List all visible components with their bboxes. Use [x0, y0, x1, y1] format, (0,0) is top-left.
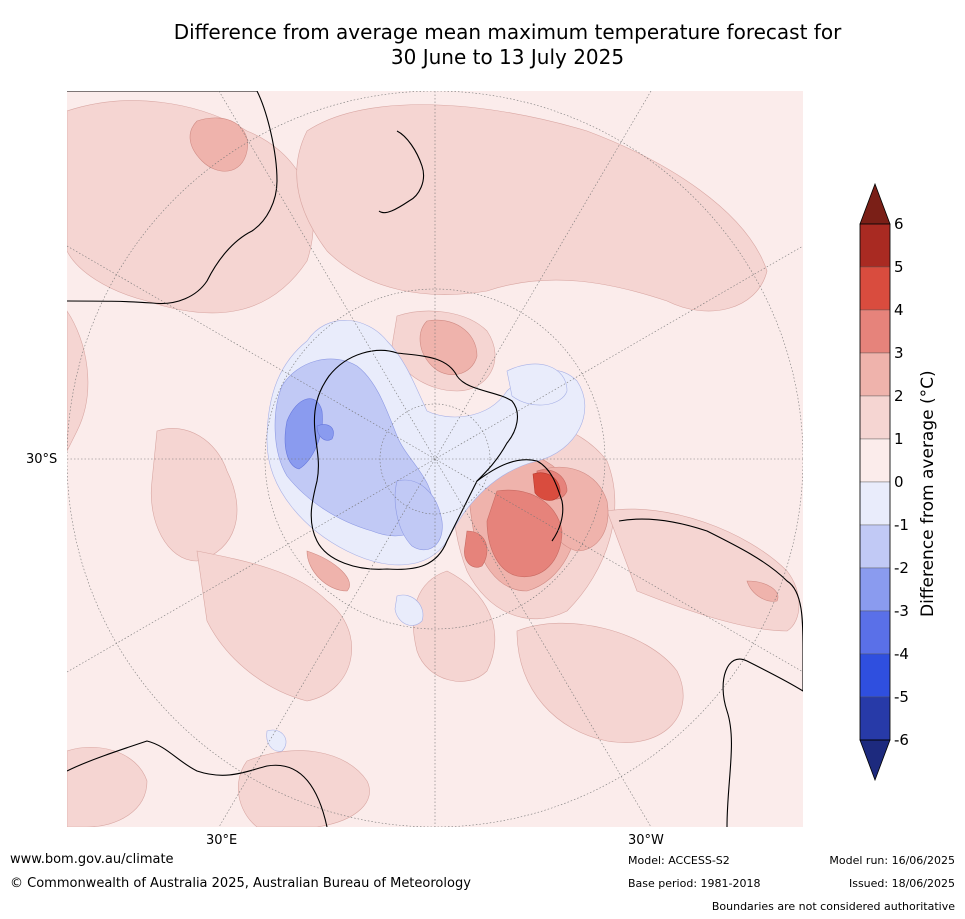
colorbar-label: Difference from average (°C): [918, 370, 938, 617]
colorbar-arrow-top: [859, 182, 891, 225]
footer-copyright: © Commonwealth of Australia 2025, Austra…: [10, 876, 471, 891]
colorbar-tick-label: 5: [894, 258, 904, 276]
anomaly-region-plus4-plus5: [532, 472, 561, 501]
footer-model-run: Model run: 16/06/2025: [829, 854, 955, 867]
colorbar-segment: [859, 567, 891, 612]
colorbar-segment: [859, 266, 891, 311]
colorbar-tick-label: 0: [894, 473, 904, 491]
land-outlines: [67, 91, 803, 827]
colorbar-segment: [859, 610, 891, 655]
longitude-label-30e: 30°E: [206, 833, 238, 848]
colorbar-tick-label: 2: [894, 387, 904, 405]
colorbar-outline: [859, 223, 891, 741]
colorbar-arrow-bottom: [859, 739, 891, 782]
colorbar-tick-label: -5: [894, 688, 909, 706]
colorbar-segment: [859, 223, 891, 268]
colorbar-tick-label: 6: [894, 215, 904, 233]
africa-coastline: [67, 91, 278, 305]
new-zealand-coastline: [378, 130, 425, 214]
graticule: [67, 91, 803, 827]
longitude-label-30w: 30°W: [628, 833, 664, 848]
temperature-anomaly-map: [67, 91, 803, 827]
antarctica-coastline: [310, 349, 518, 570]
colorbar-tick-label: 4: [894, 301, 904, 319]
title-line-1: Difference from average mean maximum tem…: [173, 20, 842, 44]
colorbar-tick-label: -1: [894, 516, 909, 534]
colorbar: 6 5 4 3 2 1 0 -1 -2 -3 -4 -5 -6: [859, 182, 909, 782]
colorbar-segment: [859, 524, 891, 569]
colorbar-tick-label: -4: [894, 645, 909, 663]
footer-issued: Issued: 18/06/2025: [848, 877, 955, 890]
australia-coastline: [67, 740, 328, 827]
antarctic-peninsula: [476, 459, 564, 542]
colorbar-segment: [859, 696, 891, 741]
colorbar-segment: [859, 309, 891, 354]
footer-disclaimer: Boundaries are not considered authoritat…: [711, 900, 955, 913]
colorbar-segment: [859, 395, 891, 440]
colorbar-tick-label: 1: [894, 430, 904, 448]
south-america-coastline: [618, 518, 803, 827]
colorbar-tick-label: -2: [894, 559, 909, 577]
footer-website[interactable]: www.bom.gov.au/climate: [10, 852, 174, 867]
colorbar-segment: [859, 653, 891, 698]
map-title: Difference from average mean maximum tem…: [60, 20, 955, 70]
footer-base-period: Base period: 1981-2018: [628, 877, 761, 890]
footer-model: Model: ACCESS-S2: [628, 854, 730, 867]
colorbar-tick-label: 3: [894, 344, 904, 362]
colorbar-tick-label: -6: [894, 731, 909, 749]
anomaly-region-minus3-minus2: [284, 398, 334, 470]
colorbar-segment: [859, 438, 891, 483]
title-line-2: 30 June to 13 July 2025: [390, 45, 625, 69]
colorbar-segment: [859, 352, 891, 397]
colorbar-tick-label: -3: [894, 602, 909, 620]
latitude-label-30s: 30°S: [26, 452, 58, 467]
colorbar-segment: [859, 481, 891, 526]
